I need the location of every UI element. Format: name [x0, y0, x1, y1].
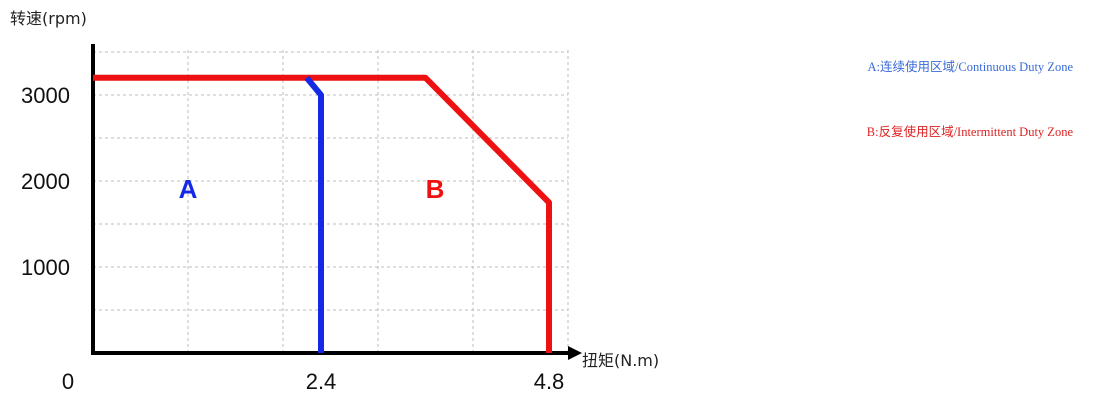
region-label-b: B: [426, 174, 445, 204]
region-label-a: A: [179, 174, 198, 204]
series-line-intermittent-duty: [93, 74, 552, 353]
x-axis-arrow: [568, 346, 582, 360]
x-tick-label: 2.4: [306, 369, 337, 394]
y-tick-label: 3000: [21, 83, 70, 108]
series-line-continuous-duty: [304, 75, 324, 353]
y-tick-label: 2000: [21, 169, 70, 194]
x-tick-label: 0: [62, 369, 74, 394]
x-axis-label: 扭矩(N.m): [582, 351, 659, 370]
legend-item-intermittent-duty: B:反复使用区域/Intermittent Duty Zone: [866, 125, 1073, 139]
legend-item-continuous-duty: A:连续使用区域/Continuous Duty Zone: [867, 60, 1073, 74]
x-tick-label: 4.8: [534, 369, 565, 394]
y-axis-label: 转速(rpm): [10, 9, 87, 28]
y-tick-label: 1000: [21, 255, 70, 280]
